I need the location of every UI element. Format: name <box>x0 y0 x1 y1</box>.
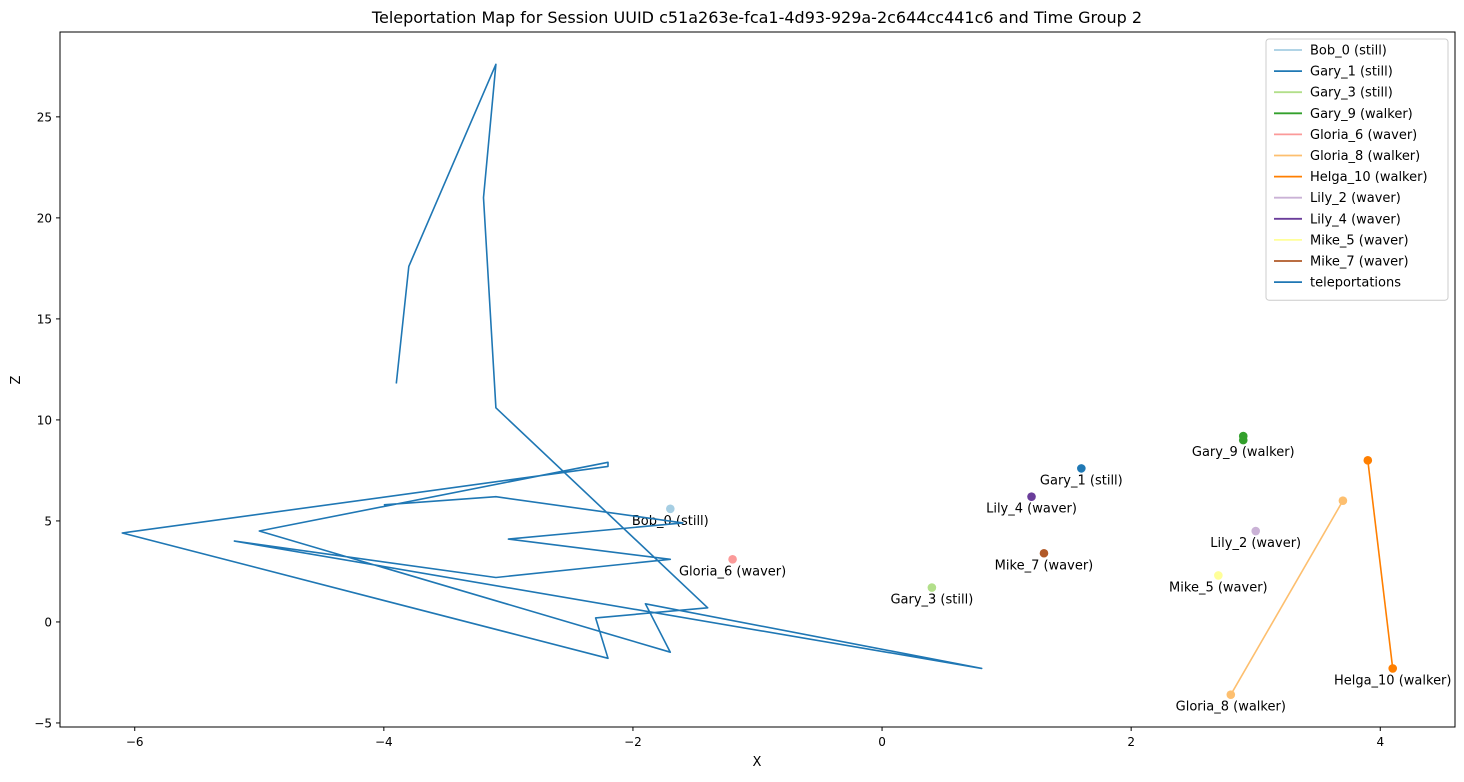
legend-entry-1: Gary_1 (still) <box>1310 65 1393 80</box>
point-label-6: Helga_10 (walker) <box>1334 673 1452 688</box>
point-label-2: Gary_3 (still) <box>890 593 973 608</box>
data-point-6-1 <box>1388 664 1398 673</box>
data-point-5-1 <box>1226 690 1236 699</box>
legend-entry-6: Helga_10 (walker) <box>1310 170 1428 185</box>
x-tick-label-1: −4 <box>375 735 393 749</box>
y-tick-label-0: −5 <box>34 716 52 730</box>
data-point-8-0 <box>1027 492 1036 501</box>
series-line-5 <box>1230 500 1344 696</box>
y-axis-label: Z <box>9 375 24 384</box>
data-point-5-0 <box>1338 496 1348 506</box>
legend-entry-2: Gary_3 (still) <box>1310 86 1393 101</box>
axes-frame <box>59 31 1456 728</box>
legend-entry-0: Bob_0 (still) <box>1310 44 1387 59</box>
legend-entry-4: Gloria_6 (waver) <box>1310 128 1417 143</box>
x-tick-label-0: −6 <box>126 735 144 749</box>
point-label-7: Lily_2 (waver) <box>1210 536 1301 551</box>
x-tick-label-5: 4 <box>1376 735 1384 749</box>
legend-entry-5: Gloria_8 (walker) <box>1310 149 1420 164</box>
data-point-7-0 <box>1251 526 1261 536</box>
legend-entry-10: Mike_7 (waver) <box>1310 255 1409 270</box>
point-label-8: Lily_4 (waver) <box>986 502 1077 517</box>
point-label-3: Gary_9 (walker) <box>1192 445 1295 460</box>
data-point-4-0 <box>728 555 737 564</box>
legend: Bob_0 (still) Gary_1 (still) Gary_3 (still… <box>1265 38 1449 301</box>
x-axis-label: X <box>753 755 762 770</box>
point-label-4: Gloria_6 (waver) <box>679 564 786 579</box>
point-label-10: Mike_7 (waver) <box>995 558 1094 573</box>
series-line-6 <box>1367 460 1394 669</box>
axes: −6 −4 −2 0 2 4 −5 0 5 10 15 20 25 <box>34 31 1456 749</box>
legend-entry-11: teleportations <box>1310 276 1401 291</box>
legend-entry-3: Gary_9 (walker) <box>1310 107 1413 122</box>
y-tick-label-6: 25 <box>37 110 52 124</box>
data-point-3-1 <box>1238 435 1248 445</box>
y-tick-label-2: 5 <box>44 514 52 528</box>
data-point-9-0 <box>1214 571 1223 580</box>
legend-entry-9: Mike_5 (waver) <box>1310 233 1409 248</box>
x-tick-label-3: 0 <box>878 735 886 749</box>
series-line-11 <box>121 63 983 670</box>
data-point-10-0 <box>1039 548 1049 558</box>
chart-title: Teleportation Map for Session UUID c51a2… <box>371 8 1142 27</box>
data-point-2-0 <box>927 583 937 592</box>
legend-entry-7: Lily_2 (waver) <box>1310 191 1401 206</box>
x-tick-label-2: −2 <box>624 735 642 749</box>
y-tick-label-3: 10 <box>37 413 52 427</box>
legend-entry-8: Lily_4 (waver) <box>1310 212 1401 227</box>
x-tick-label-4: 2 <box>1127 735 1135 749</box>
point-label-1: Gary_1 (still) <box>1040 473 1123 488</box>
y-tick-label-5: 20 <box>37 211 52 225</box>
data-point-6-0 <box>1363 456 1373 465</box>
data-point-0-0 <box>666 504 675 514</box>
data-point-1-0 <box>1077 464 1086 473</box>
y-tick-label-1: 0 <box>44 615 52 629</box>
point-label-9: Mike_5 (waver) <box>1169 580 1268 595</box>
y-tick-label-4: 15 <box>37 312 52 326</box>
point-label-5: Gloria_8 (walker) <box>1176 700 1286 715</box>
plot-area: Bob_0 (still)Gary_1 (still)Gary_3 (still… <box>121 63 1452 715</box>
legend-box <box>1265 38 1449 301</box>
